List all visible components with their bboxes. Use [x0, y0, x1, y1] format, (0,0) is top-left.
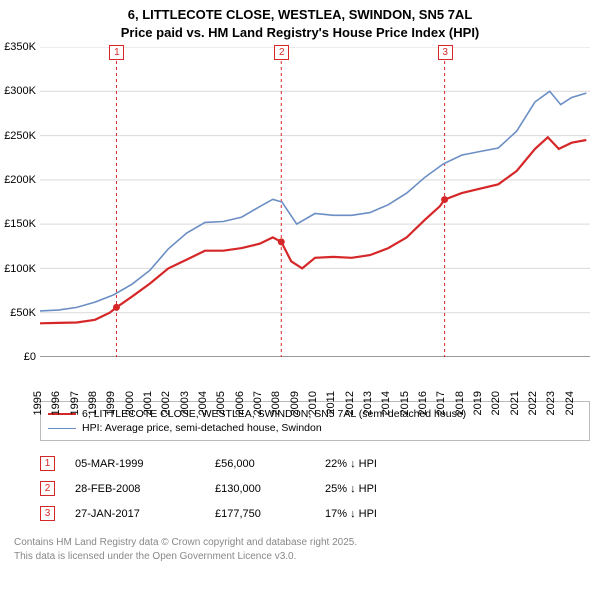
x-tick-label: 2000 [124, 391, 136, 415]
sale-row-date: 05-MAR-1999 [55, 458, 215, 470]
y-tick-label: £200K [4, 174, 36, 186]
sale-table: 105-MAR-1999£56,00022% ↓ HPI228-FEB-2008… [40, 451, 590, 526]
x-tick-label: 2001 [142, 391, 154, 415]
sale-row: 228-FEB-2008£130,00025% ↓ HPI [40, 476, 590, 501]
x-tick-label: 2011 [325, 391, 337, 415]
x-tick-label: 2008 [270, 391, 282, 415]
legend-swatch [48, 428, 76, 429]
sale-row-date: 27-JAN-2017 [55, 508, 215, 520]
x-tick-label: 1998 [87, 391, 99, 415]
x-tick-label: 2014 [380, 391, 392, 415]
x-tick-label: 2007 [252, 391, 264, 415]
x-tick-label: 2016 [417, 391, 429, 415]
sale-row-marker: 1 [40, 456, 55, 471]
x-tick-label: 2003 [179, 391, 191, 415]
y-tick-label: £50K [10, 307, 36, 319]
sale-row-diff: 25% ↓ HPI [325, 483, 445, 495]
y-tick-label: £100K [4, 263, 36, 275]
x-tick-label: 2017 [435, 391, 447, 415]
sale-row-diff: 22% ↓ HPI [325, 458, 445, 470]
x-tick-label: 2006 [234, 391, 246, 415]
chart-title: 6, LITTLECOTE CLOSE, WESTLEA, SWINDON, S… [0, 0, 600, 41]
footer-attribution: Contains HM Land Registry data © Crown c… [14, 536, 590, 571]
sale-row-price: £177,750 [215, 508, 325, 520]
legend-item: HPI: Average price, semi-detached house,… [48, 421, 582, 435]
x-tick-label: 2019 [472, 391, 484, 415]
x-tick-label: 2022 [527, 391, 539, 415]
sale-marker-3: 3 [438, 45, 453, 60]
footer-line-2: This data is licensed under the Open Gov… [14, 550, 590, 564]
y-tick-label: £350K [4, 41, 36, 53]
x-tick-label: 2024 [564, 391, 576, 415]
y-tick-label: £150K [4, 218, 36, 230]
x-tick-label: 2015 [399, 391, 411, 415]
x-tick-label: 2013 [362, 391, 374, 415]
y-tick-label: £300K [4, 85, 36, 97]
sale-marker-1: 1 [109, 45, 124, 60]
x-tick-label: 2009 [289, 391, 301, 415]
x-tick-label: 2023 [545, 391, 557, 415]
x-tick-label: 2010 [307, 391, 319, 415]
sale-row-price: £56,000 [215, 458, 325, 470]
legend-label: HPI: Average price, semi-detached house,… [82, 422, 322, 434]
x-tick-label: 2005 [215, 391, 227, 415]
title-line-2: Price paid vs. HM Land Registry's House … [0, 24, 600, 42]
x-tick-label: 2018 [454, 391, 466, 415]
x-tick-label: 2021 [509, 391, 521, 415]
x-tick-label: 1997 [69, 391, 81, 415]
sale-row-price: £130,000 [215, 483, 325, 495]
x-tick-label: 2020 [490, 391, 502, 415]
y-tick-label: £250K [4, 130, 36, 142]
plot-area: £0£50K£100K£150K£200K£250K£300K£350K1995… [40, 47, 590, 357]
footer-line-1: Contains HM Land Registry data © Crown c… [14, 536, 590, 550]
sale-row-marker: 3 [40, 506, 55, 521]
sale-row: 327-JAN-2017£177,75017% ↓ HPI [40, 501, 590, 526]
x-tick-label: 1999 [105, 391, 117, 415]
x-tick-label: 1995 [32, 391, 44, 415]
x-tick-label: 1996 [50, 391, 62, 415]
sale-row-diff: 17% ↓ HPI [325, 508, 445, 520]
sale-row-date: 28-FEB-2008 [55, 483, 215, 495]
title-line-1: 6, LITTLECOTE CLOSE, WESTLEA, SWINDON, S… [0, 6, 600, 24]
sale-row: 105-MAR-1999£56,00022% ↓ HPI [40, 451, 590, 476]
x-tick-label: 2002 [160, 391, 172, 415]
x-tick-label: 2004 [197, 391, 209, 415]
chart-container: 6, LITTLECOTE CLOSE, WESTLEA, SWINDON, S… [0, 0, 600, 571]
chart-svg [40, 47, 590, 357]
sale-marker-2: 2 [274, 45, 289, 60]
sale-row-marker: 2 [40, 481, 55, 496]
x-tick-label: 2012 [344, 391, 356, 415]
y-tick-label: £0 [24, 351, 36, 363]
